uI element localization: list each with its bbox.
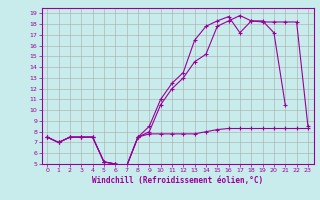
- X-axis label: Windchill (Refroidissement éolien,°C): Windchill (Refroidissement éolien,°C): [92, 176, 263, 185]
